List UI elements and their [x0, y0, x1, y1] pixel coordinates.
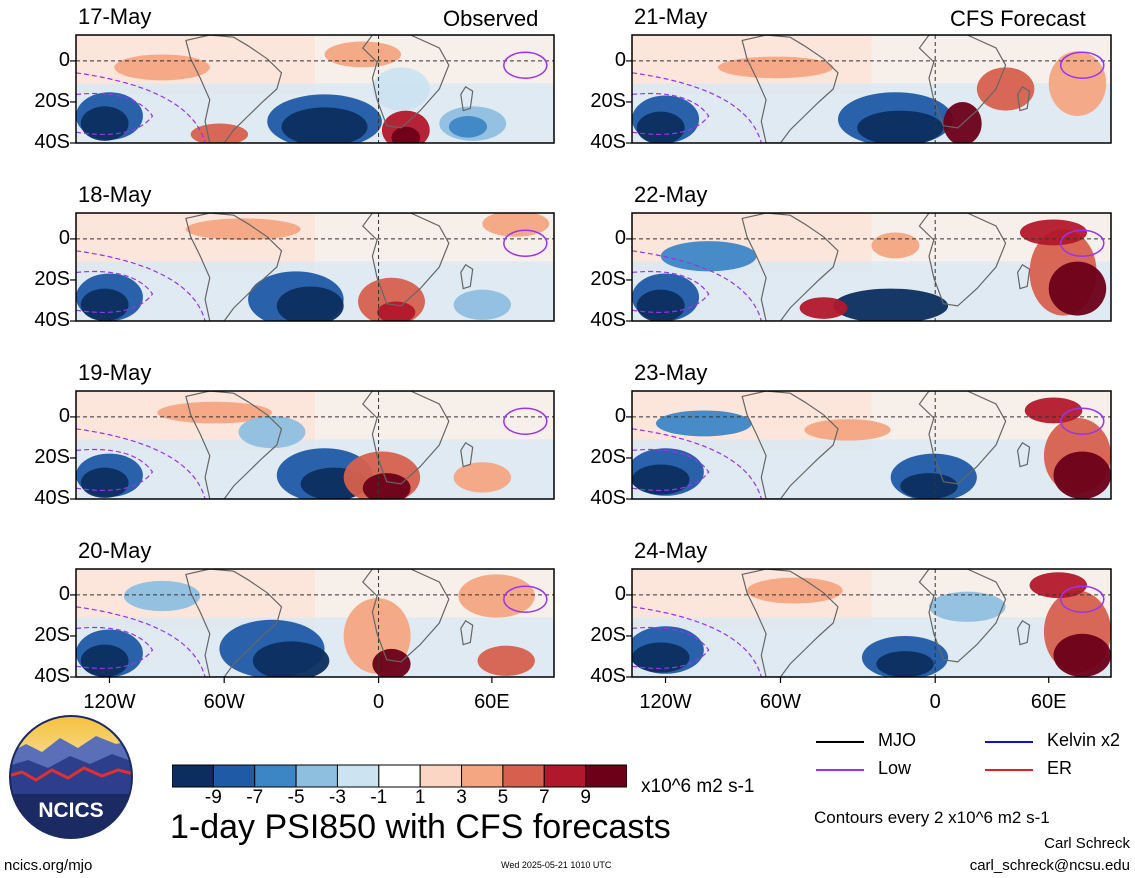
colorbar-cell [585, 764, 627, 788]
y-tick-label: 40S [590, 665, 626, 687]
colorbar-cell [378, 764, 421, 788]
legend-label: Low [878, 758, 912, 778]
colorbar-tick: -7 [246, 787, 264, 808]
x-tick-label: 60E [474, 691, 510, 713]
y-tick-label: 0 [58, 582, 70, 605]
x-tick-label: 120W [83, 691, 136, 713]
x-tick-label: 0 [373, 691, 385, 713]
y-tick-label: 20S [34, 267, 70, 290]
colorbar-tick: 5 [497, 787, 509, 808]
footer-timestamp: Wed 2025-05-21 1010 UTC [501, 860, 612, 870]
legend-line [816, 741, 864, 743]
colorbar-cell [336, 764, 380, 788]
date-label: 22-May [634, 182, 708, 207]
date-label: 21-May [634, 4, 708, 29]
contours-note: Contours every 2 x10^6 m2 s-1 [814, 808, 1050, 827]
colorbar-cell [212, 764, 256, 788]
cfs-forecast-label: CFS Forecast [950, 6, 1086, 31]
y-tick-label: 0 [614, 582, 626, 605]
colorbar-tick: 7 [538, 787, 550, 808]
legend-line [985, 741, 1033, 743]
observed-label: Observed [443, 6, 539, 31]
legend-label: ER [1047, 758, 1073, 778]
y-tick-label: 20S [590, 623, 626, 646]
logo-text: NCICS [38, 799, 103, 822]
legend-label: Kelvin x2 [1047, 730, 1121, 750]
y-tick-label: 40S [34, 131, 70, 153]
y-tick-label: 20S [34, 89, 70, 112]
colorbar-cell [172, 764, 214, 788]
figure-title: 1-day PSI850 with CFS forecasts [170, 808, 671, 846]
y-tick-label: 20S [34, 445, 70, 468]
y-tick-label: 0 [614, 226, 626, 249]
map-panel [76, 213, 554, 321]
colorbar-units: x10^6 m2 s-1 [641, 776, 755, 797]
y-tick-label: 40S [590, 309, 626, 331]
date-label: 23-May [634, 360, 708, 385]
colorbar-cell [543, 764, 587, 788]
map-panel [76, 35, 554, 143]
y-tick-label: 0 [58, 404, 70, 427]
date-label: 17-May [78, 4, 152, 29]
map-panel [632, 391, 1111, 499]
y-tick-label: 0 [58, 226, 70, 249]
x-tick-label: 60W [759, 691, 802, 713]
colorbar-cell [461, 764, 504, 788]
colorbar-cell [295, 764, 338, 788]
y-tick-label: 40S [34, 487, 70, 509]
colorbar-tick: -5 [287, 787, 305, 808]
y-tick-label: 0 [614, 404, 626, 427]
colorbar-cell [502, 764, 545, 788]
y-tick-label: 20S [590, 89, 626, 112]
date-label: 18-May [78, 182, 152, 207]
legend-label: MJO [878, 730, 916, 750]
map-panels [70, 34, 1112, 683]
y-tick-label: 40S [34, 665, 70, 687]
y-tick-label: 40S [590, 487, 626, 509]
colorbar-tick: 1 [414, 787, 426, 808]
ncics-logo: NCICS [9, 715, 133, 839]
colorbar-tick: 3 [456, 787, 467, 808]
y-tick-label: 20S [34, 623, 70, 646]
date-label: 24-May [634, 538, 708, 563]
footer-author: Carl Schreck [1044, 835, 1130, 852]
map-panel [76, 391, 554, 499]
x-tick-label: 60W [203, 691, 245, 713]
x-tick-label: 60E [1030, 691, 1067, 713]
x-tick-label: 0 [929, 691, 941, 713]
legend-line [985, 769, 1033, 771]
date-label: 20-May [78, 538, 152, 563]
y-tick-label: 20S [590, 267, 626, 290]
x-tick-label: 120W [639, 691, 692, 713]
y-tick-label: 40S [590, 131, 626, 153]
y-tick-label: 40S [34, 309, 70, 331]
colorbar-tick: -3 [329, 787, 346, 808]
legend-line [816, 769, 864, 771]
y-tick-label: 0 [614, 48, 626, 71]
colorbar-tick: 9 [580, 787, 591, 808]
colorbar-cell [254, 764, 297, 788]
y-tick-label: 20S [590, 445, 626, 468]
map-panel [76, 569, 554, 677]
colorbar-tick: -1 [370, 787, 388, 808]
colorbar [172, 764, 627, 788]
footer-email: carl_schreck@ncsu.edu [969, 857, 1130, 874]
map-panel [632, 35, 1111, 143]
map-panel [632, 569, 1111, 677]
date-label: 19-May [78, 360, 152, 385]
colorbar-cell [419, 764, 463, 788]
map-panel [632, 213, 1111, 321]
colorbar-tick: -9 [204, 787, 222, 808]
y-tick-label: 0 [58, 48, 70, 71]
footer-url: ncics.org/mjo [4, 857, 93, 874]
